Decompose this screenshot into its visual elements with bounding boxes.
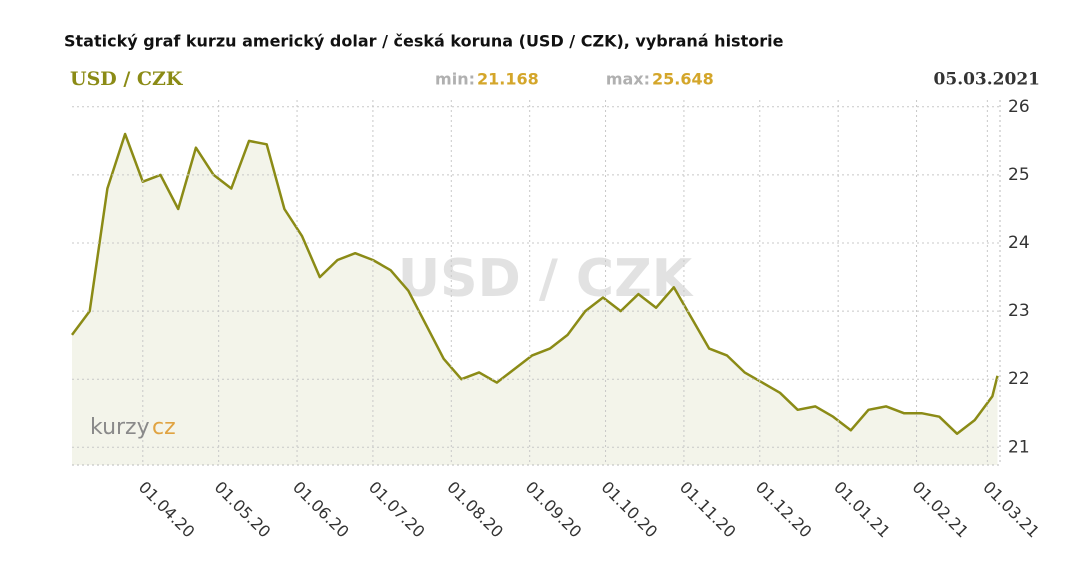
- x-tick-label: 01.01.21: [830, 478, 894, 542]
- min-label: min:: [435, 70, 475, 89]
- x-tick-label: 01.10.20: [598, 478, 662, 542]
- logo-kurzy: kurzy: [90, 415, 150, 440]
- x-tick-label: 01.12.20: [752, 478, 816, 542]
- y-tick-label: 22: [1008, 369, 1030, 389]
- x-tick-label: 01.08.20: [443, 478, 507, 542]
- x-tick-label: 01.11.20: [676, 478, 740, 542]
- chart-title: Statický graf kurzu americký dolar / čes…: [64, 32, 784, 51]
- x-tick-label: 01.03.21: [979, 478, 1043, 542]
- watermark: USD / CZK: [398, 249, 694, 309]
- area-fill: [72, 134, 998, 465]
- y-tick-label: 21: [1008, 437, 1030, 457]
- y-tick-label: 25: [1008, 165, 1030, 185]
- date-label: 05.03.2021: [934, 70, 1040, 90]
- logo-cz: cz: [152, 415, 176, 440]
- pair-label: USD / CZK: [70, 68, 184, 90]
- y-tick-label: 23: [1008, 301, 1030, 321]
- x-tick-label: 01.02.21: [909, 478, 973, 542]
- min-value: 21.168: [477, 70, 539, 89]
- max-value: 25.648: [652, 70, 714, 89]
- x-tick-label: 01.06.20: [289, 478, 353, 542]
- x-tick-label: 01.04.20: [135, 478, 199, 542]
- x-tick-label: 01.05.20: [211, 478, 275, 542]
- x-tick-label: 01.07.20: [365, 478, 429, 542]
- y-tick-label: 24: [1008, 233, 1030, 253]
- x-tick-label: 01.09.20: [522, 478, 586, 542]
- max-label: max:: [606, 70, 650, 89]
- price-line: [70, 132, 999, 435]
- y-tick-label: 26: [1008, 97, 1030, 117]
